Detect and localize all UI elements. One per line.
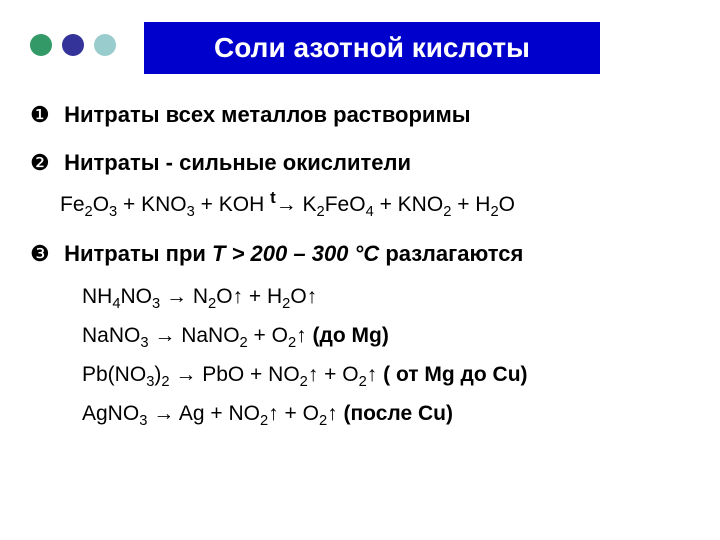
marker-1: ❶ (30, 100, 58, 130)
bullet-dot-1 (30, 34, 52, 56)
point-1-text: Нитраты всех металлов растворимы (64, 102, 470, 127)
bullet-dot-2 (62, 34, 84, 56)
eq-3: Pb(NO3)2 → PbO + NO2↑ + O2↑ ( от Mg до C… (82, 361, 700, 393)
point-2: ❷ Нитраты - сильные окислители (30, 148, 700, 178)
point-1: ❶ Нитраты всех металлов растворимы (30, 100, 700, 130)
bullet-dot-3 (94, 34, 116, 56)
eq-2: NaNO3 → NaNO2 + O2↑ (до Mg) (82, 322, 700, 354)
point-2-text: Нитраты - сильные окислители (64, 150, 411, 175)
title-bar: Соли азотной кислоты (144, 22, 600, 74)
equations-block: NH4NO3 → N2O↑ + H2O↑ NaNO3 → NaNO2 + O2↑… (82, 283, 700, 432)
marker-2: ❷ (30, 148, 58, 178)
slide-content: ❶ Нитраты всех металлов растворимы ❷ Нит… (30, 100, 700, 439)
eq-1: NH4NO3 → N2O↑ + H2O↑ (82, 283, 700, 315)
marker-3: ❸ (30, 239, 58, 269)
point-3-suffix: разлагаются (379, 241, 523, 266)
eq-4: AgNO3 → Ag + NO2↑ + O2↑ (после Cu) (82, 400, 700, 432)
point-3: ❸ Нитраты при T > 200 – 300 °С разлагают… (30, 239, 700, 269)
decorative-bullets (30, 34, 116, 56)
equation-p2: Fe2O3 + KNO3 + KOH t→ K2FeO4 + KNO2 + H2… (60, 187, 700, 223)
point-3-prefix: Нитраты при (64, 241, 212, 266)
slide-title: Соли азотной кислоты (214, 32, 530, 64)
point-3-cond: T > 200 – 300 °С (212, 241, 379, 266)
